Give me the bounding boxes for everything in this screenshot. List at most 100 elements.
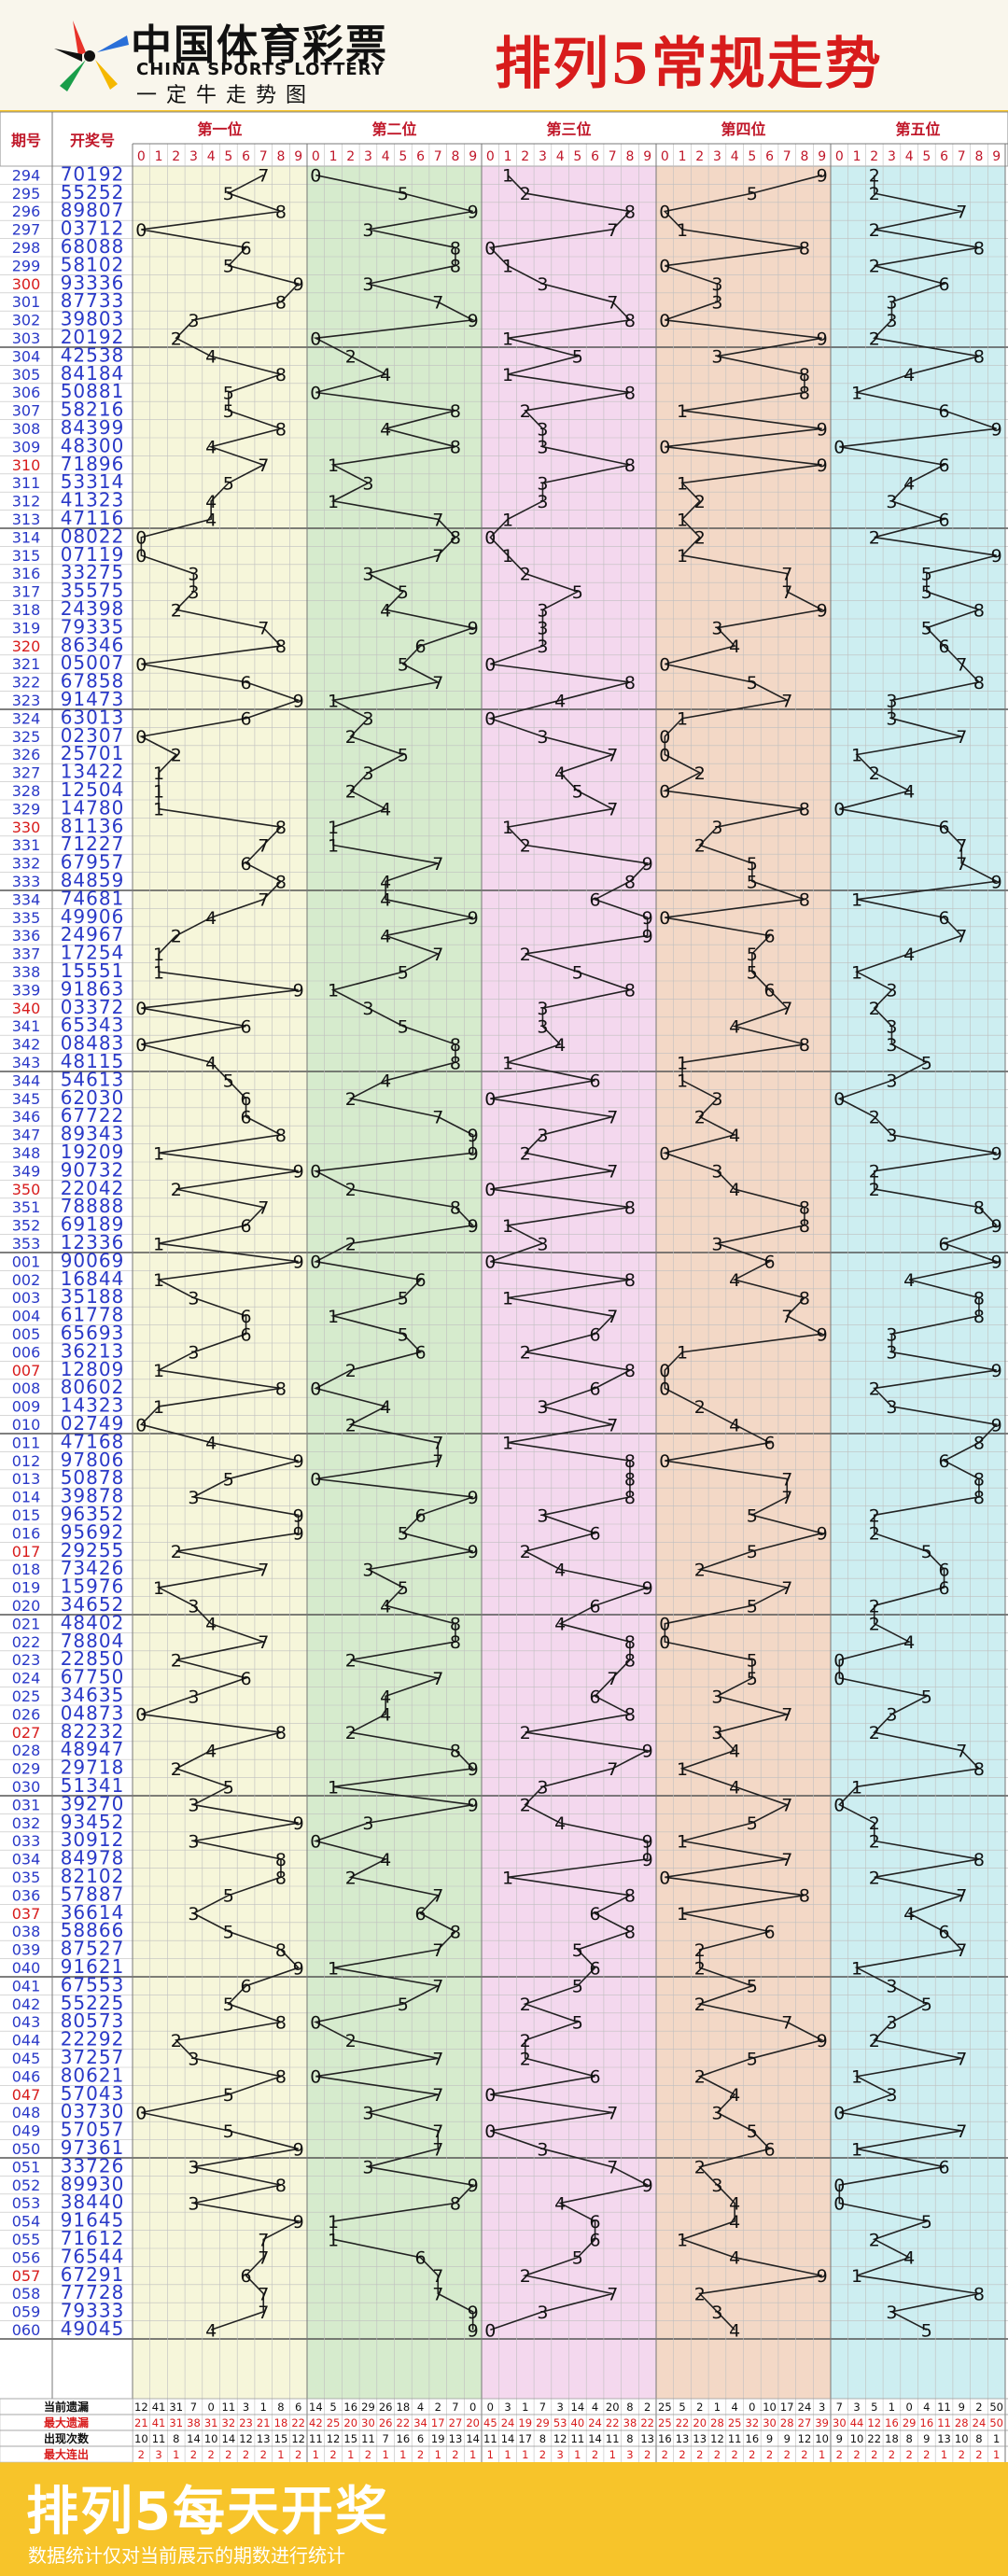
trend-digit: 7 (956, 836, 967, 857)
draw-number-cell: 93336 (61, 272, 125, 294)
trend-digit: 8 (450, 1632, 461, 1653)
issue-cell: 001 (12, 1253, 41, 1270)
trend-digit: 1 (677, 546, 688, 567)
digit-header: 6 (591, 149, 599, 164)
trend-digit: 4 (903, 781, 915, 802)
trend-digit: 5 (747, 962, 758, 983)
trend-digit: 8 (450, 528, 461, 549)
trend-digit: 8 (973, 238, 985, 259)
trend-digit: 4 (205, 347, 217, 368)
trend-digit: 9 (293, 274, 304, 295)
draw-number-cell: 13422 (61, 761, 125, 783)
trend-digit: 1 (502, 1868, 513, 1888)
trend-digit: 2 (345, 1234, 357, 1254)
stats-label: 最大遗漏 (44, 2415, 89, 2429)
digit-header: 9 (818, 149, 826, 164)
stats-value: 28 (780, 2416, 794, 2429)
trend-digit: 5 (747, 945, 758, 965)
issue-cell: 008 (12, 1379, 41, 1397)
trend-digit: 0 (833, 1089, 845, 1110)
draw-number-cell: 53314 (61, 470, 125, 493)
trend-digit: 4 (380, 419, 391, 440)
stats-value: 2 (975, 2448, 982, 2461)
trend-digit: 3 (886, 709, 897, 730)
trend-digit: 8 (450, 257, 461, 277)
trend-digit: 3 (188, 1488, 199, 1508)
trend-digit: 3 (537, 1017, 548, 1038)
stats-value: 8 (975, 2432, 982, 2445)
trend-digit: 7 (781, 2013, 792, 2034)
trend-digit: 2 (171, 1542, 182, 1562)
trend-digit: 8 (275, 1850, 287, 1870)
trend-digit: 3 (537, 1777, 548, 1798)
trend-digit: 8 (624, 1923, 636, 1943)
draw-number-cell: 07119 (61, 543, 125, 566)
trend-digit: 6 (241, 1977, 252, 1997)
trend-digit: 0 (484, 1089, 496, 1110)
issue-cell: 307 (12, 402, 41, 420)
stats-value: 2 (923, 2448, 930, 2461)
draw-number-cell: 74681 (61, 887, 125, 909)
issue-cell: 352 (12, 1217, 41, 1235)
stats-value: 1 (313, 2448, 319, 2461)
stats-value: 22 (676, 2416, 690, 2429)
trend-digit: 9 (642, 1832, 653, 1853)
stats-value: 0 (905, 2401, 912, 2414)
digit-header: 3 (539, 149, 547, 164)
trend-digit: 7 (607, 1108, 618, 1128)
stats-value: 3 (626, 2448, 633, 2461)
trend-digit: 5 (572, 582, 583, 603)
trend-digit: 4 (205, 908, 217, 929)
stats-value: 14 (187, 2432, 201, 2445)
trend-digit: 2 (694, 528, 706, 549)
stats-value: 1 (522, 2401, 528, 2414)
trend-digit: 4 (729, 1742, 740, 1762)
trend-digit: 6 (939, 510, 950, 530)
trend-digit: 6 (939, 637, 950, 657)
trend-digit: 2 (345, 1180, 357, 1200)
trend-digit: 2 (869, 2031, 880, 2051)
trend-digit: 0 (310, 1162, 321, 1183)
stats-value: 16 (746, 2432, 760, 2445)
trend-digit: 8 (275, 293, 287, 314)
trend-digit: 3 (886, 1017, 897, 1038)
trend-digit: 7 (432, 854, 443, 875)
stats-value: 9 (784, 2432, 791, 2445)
draw-number-cell: 55225 (61, 1992, 125, 2014)
issue-cell: 048 (12, 2104, 41, 2121)
draw-number-cell: 19209 (61, 1141, 125, 1163)
trend-digit: 1 (677, 1904, 688, 1925)
stats-value: 3 (556, 2401, 563, 2414)
trend-digit: 9 (468, 1488, 479, 1508)
trend-digit: 6 (241, 238, 252, 259)
draw-number-cell: 39803 (61, 308, 125, 330)
draw-number-cell: 20192 (61, 326, 125, 348)
stats-value: 16 (397, 2432, 411, 2445)
stats-value: 22 (640, 2416, 654, 2429)
trend-digit: 0 (135, 546, 147, 567)
trend-digit: 6 (590, 1524, 601, 1545)
trend-digit: 5 (398, 184, 409, 204)
trend-digit: 5 (921, 1995, 932, 2015)
issue-cell: 059 (12, 2303, 41, 2321)
trend-digit: 2 (869, 1524, 880, 1545)
trend-digit: 2 (869, 1505, 880, 1526)
stats-value: 2 (714, 2448, 721, 2461)
digit-header: 6 (416, 149, 425, 164)
issue-cell: 050 (12, 2140, 41, 2158)
issue-cell: 003 (12, 1289, 41, 1307)
issue-cell: 325 (12, 728, 41, 746)
trend-digit: 3 (362, 474, 373, 495)
issue-cell: 021 (12, 1615, 41, 1632)
trend-digit: 7 (956, 854, 967, 875)
digit-header: 2 (346, 149, 355, 164)
trend-digit: 4 (554, 1561, 566, 1581)
trend-digit: 4 (380, 1071, 391, 1092)
trend-digit: 9 (293, 1253, 304, 1273)
stats-value: 38 (187, 2416, 201, 2429)
trend-digit: 7 (781, 691, 792, 711)
trend-digit: 9 (642, 927, 653, 947)
stats-value: 41 (152, 2416, 166, 2429)
trend-digit: 1 (677, 220, 688, 241)
trend-digit: 3 (188, 582, 199, 603)
